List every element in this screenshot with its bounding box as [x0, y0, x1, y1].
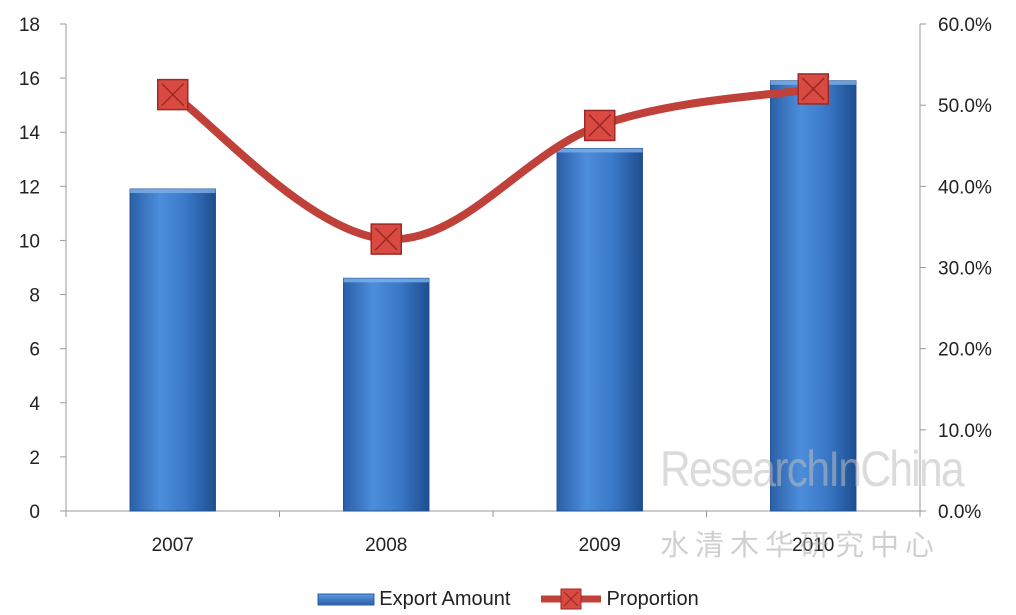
right-tick-label: 40.0%	[938, 177, 992, 198]
right-tick-label: 30.0%	[938, 259, 992, 280]
bar-top-highlight	[343, 278, 429, 283]
left-tick-label: 12	[19, 177, 40, 198]
x-tick-label: 2007	[152, 535, 194, 556]
legend: Export Amount Proportion	[0, 584, 1016, 614]
bars-layer	[129, 80, 857, 512]
left-tick-label: 10	[19, 231, 40, 252]
bar-top-highlight	[130, 189, 216, 194]
left-tick-label: 2	[29, 448, 40, 469]
x-tick-label: 2008	[365, 535, 407, 556]
line-marker-cross	[374, 227, 398, 251]
left-tick-label: 16	[19, 69, 40, 90]
legend-line-swatch	[541, 588, 602, 610]
right-tick-label: 0.0%	[938, 502, 981, 523]
left-tick-label: 8	[29, 286, 40, 307]
legend-bar-swatch	[317, 593, 375, 606]
right-tick-label: 50.0%	[938, 96, 992, 117]
legend-item-export: Export Amount	[317, 588, 510, 611]
left-tick-label: 18	[19, 15, 40, 36]
right-tick-label: 20.0%	[938, 340, 992, 361]
legend-label-export: Export Amount	[379, 587, 511, 610]
x-tick-label: 2009	[579, 535, 621, 556]
right-tick-label: 60.0%	[938, 15, 992, 36]
line-marker-cross	[161, 83, 185, 107]
right-tick-label: 10.0%	[938, 421, 992, 442]
bar	[556, 147, 643, 512]
legend-item-proportion: Proportion	[540, 587, 699, 611]
line-marker-cross	[588, 113, 612, 137]
left-tick-label: 14	[19, 123, 41, 144]
bar	[129, 188, 216, 512]
markers-layer	[157, 73, 829, 255]
chart-canvas: 0 2 4 6 8 10 12 14 16 18 0.0% 10.0% 20.0% 30.0% 40.0% 5…	[19, 15, 992, 556]
line-layer	[168, 84, 818, 244]
bar	[343, 277, 430, 512]
left-tick-label: 6	[29, 340, 40, 361]
bar	[770, 80, 857, 512]
left-tick-label: 4	[29, 394, 40, 415]
line-marker-cross	[801, 77, 825, 101]
proportion-line	[168, 84, 818, 244]
left-tick-label: 0	[29, 502, 40, 523]
x-tick-label: 2010	[792, 535, 834, 556]
labels-layer: 0 2 4 6 8 10 12 14 16 18 0.0% 10.0% 20.0% 30.0% 40.0% 5…	[19, 15, 992, 556]
bar-top-highlight	[557, 148, 643, 153]
legend-label-proportion: Proportion	[606, 587, 699, 610]
